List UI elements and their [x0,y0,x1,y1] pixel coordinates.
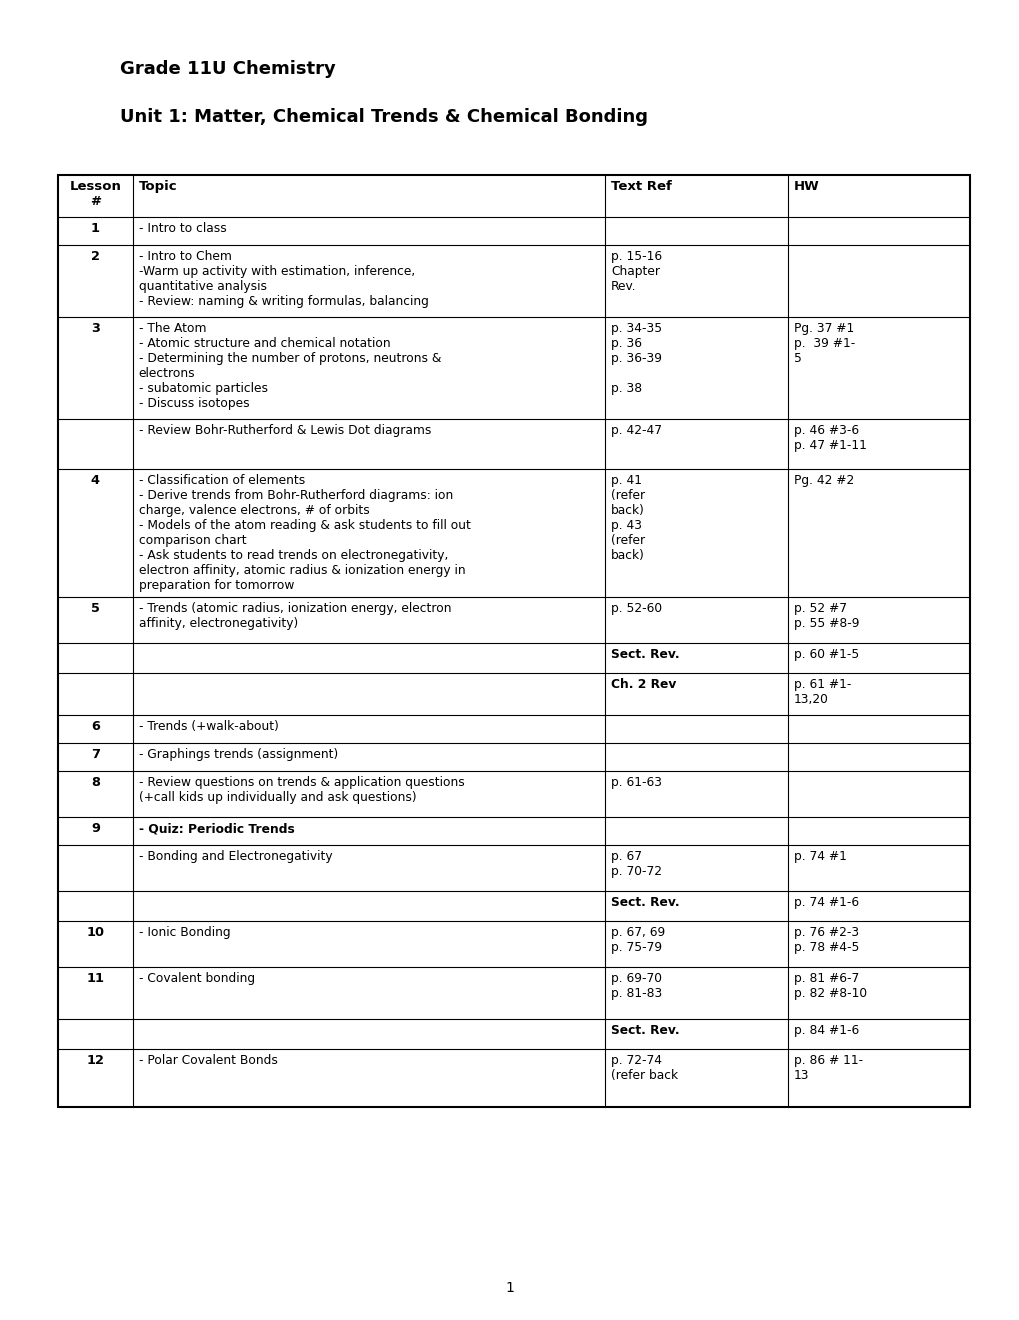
Text: 1: 1 [91,222,100,235]
Text: 7: 7 [91,748,100,762]
Text: p. 52 #7
p. 55 #8-9: p. 52 #7 p. 55 #8-9 [793,602,858,630]
Text: p. 60 #1-5: p. 60 #1-5 [793,648,858,661]
Text: - Classification of elements
- Derive trends from Bohr-Rutherford diagrams: ion
: - Classification of elements - Derive tr… [139,474,470,591]
Text: 5: 5 [91,602,100,615]
Text: - Quiz: Periodic Trends: - Quiz: Periodic Trends [139,822,294,836]
Text: p. 74 #1: p. 74 #1 [793,850,846,863]
Text: - Ionic Bonding: - Ionic Bonding [139,927,230,939]
Text: p. 69-70
p. 81-83: p. 69-70 p. 81-83 [610,972,661,1001]
Text: p. 74 #1-6: p. 74 #1-6 [793,896,858,909]
Text: Pg. 37 #1
p.  39 #1-
5: Pg. 37 #1 p. 39 #1- 5 [793,322,854,366]
Text: p. 67, 69
p. 75-79: p. 67, 69 p. 75-79 [610,927,664,954]
Text: p. 61-63: p. 61-63 [610,776,661,789]
Text: 12: 12 [87,1053,104,1067]
Text: Pg. 42 #2: Pg. 42 #2 [793,474,853,487]
Text: Topic: Topic [139,180,177,193]
Text: - Bonding and Electronegativity: - Bonding and Electronegativity [139,850,332,863]
Text: p. 41
(refer
back)
p. 43
(refer
back): p. 41 (refer back) p. 43 (refer back) [610,474,645,562]
Bar [58,176,969,1107]
Text: p. 52-60: p. 52-60 [610,602,661,615]
Text: p. 67
p. 70-72: p. 67 p. 70-72 [610,850,661,878]
Text: p. 46 #3-6
p. 47 #1-11: p. 46 #3-6 p. 47 #1-11 [793,424,865,451]
Text: p. 84 #1-6: p. 84 #1-6 [793,1024,858,1038]
Text: p. 34-35
p. 36
p. 36-39

p. 38: p. 34-35 p. 36 p. 36-39 p. 38 [610,322,661,395]
Text: 8: 8 [91,776,100,789]
Text: p. 15-16
Chapter
Rev.: p. 15-16 Chapter Rev. [610,249,661,293]
Text: - Trends (atomic radius, ionization energy, electron
affinity, electronegativity: - Trends (atomic radius, ionization ener… [139,602,450,630]
Text: p. 81 #6-7
p. 82 #8-10: p. 81 #6-7 p. 82 #8-10 [793,972,866,1001]
Text: Sect. Rev.: Sect. Rev. [610,896,679,909]
Text: 2: 2 [91,249,100,263]
Text: p. 76 #2-3
p. 78 #4-5: p. 76 #2-3 p. 78 #4-5 [793,927,858,954]
Text: - Covalent bonding: - Covalent bonding [139,972,255,985]
Text: - The Atom
- Atomic structure and chemical notation
- Determining the number of : - The Atom - Atomic structure and chemic… [139,322,441,411]
Text: - Trends (+walk-about): - Trends (+walk-about) [139,719,278,733]
Text: - Graphings trends (assignment): - Graphings trends (assignment) [139,748,337,762]
Text: HW: HW [793,180,818,193]
Text: 4: 4 [91,474,100,487]
Text: - Intro to class: - Intro to class [139,222,226,235]
Text: - Review questions on trends & application questions
(+call kids up individually: - Review questions on trends & applicati… [139,776,464,804]
Text: Ch. 2 Rev: Ch. 2 Rev [610,678,676,690]
Text: p. 86 # 11-
13: p. 86 # 11- 13 [793,1053,862,1082]
Text: 1: 1 [505,1280,514,1295]
Text: 11: 11 [87,972,104,985]
Text: p. 72-74
(refer back: p. 72-74 (refer back [610,1053,678,1082]
Text: p. 42-47: p. 42-47 [610,424,661,437]
Text: Text Ref: Text Ref [610,180,672,193]
Text: - Polar Covalent Bonds: - Polar Covalent Bonds [139,1053,277,1067]
Text: 10: 10 [87,927,104,939]
Text: Sect. Rev.: Sect. Rev. [610,648,679,661]
Text: Sect. Rev.: Sect. Rev. [610,1024,679,1038]
Text: Lesson
#: Lesson # [69,180,121,209]
Text: 3: 3 [91,322,100,335]
Text: Grade 11U Chemistry: Grade 11U Chemistry [120,59,335,78]
Text: Unit 1: Matter, Chemical Trends & Chemical Bonding: Unit 1: Matter, Chemical Trends & Chemic… [120,108,647,125]
Text: - Review Bohr-Rutherford & Lewis Dot diagrams: - Review Bohr-Rutherford & Lewis Dot dia… [139,424,431,437]
Text: 6: 6 [91,719,100,733]
Text: 9: 9 [91,822,100,836]
Text: - Intro to Chem
-Warm up activity with estimation, inference,
quantitative analy: - Intro to Chem -Warm up activity with e… [139,249,428,308]
Text: p. 61 #1-
13,20: p. 61 #1- 13,20 [793,678,850,706]
